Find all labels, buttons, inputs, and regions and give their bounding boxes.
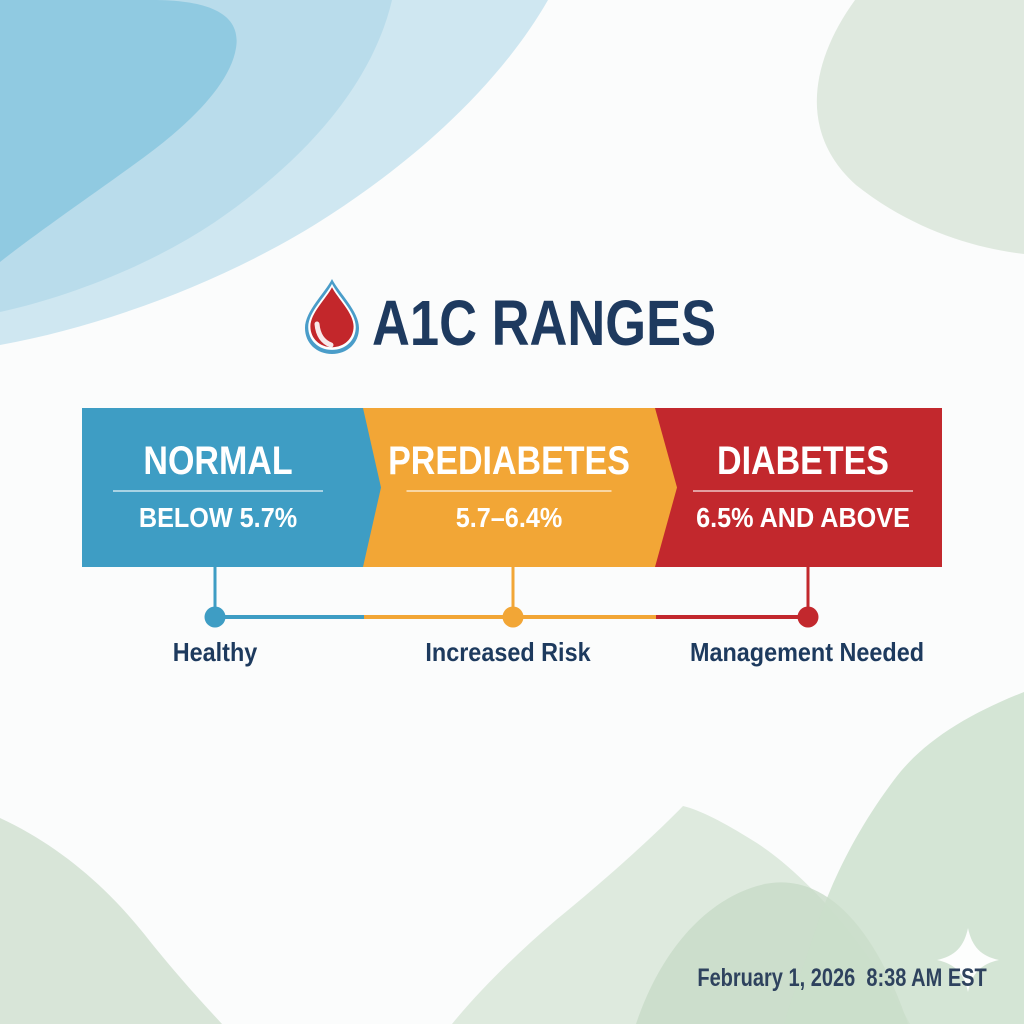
segment-label-diabetes: DIABETES xyxy=(717,439,889,483)
segment-range-prediabetes: 5.7–6.4% xyxy=(455,502,563,533)
segment-label-normal: NORMAL xyxy=(143,439,293,483)
segment-range-diabetes: 6.5% AND ABOVE xyxy=(696,502,910,533)
blood-drop-highlight xyxy=(314,321,334,348)
blood-drop-icon xyxy=(305,279,359,354)
bg-green-hill-bottom-left xyxy=(0,818,222,1024)
sparkle-icon xyxy=(937,928,999,992)
segment-divider-diabetes xyxy=(693,490,913,492)
connector-dot-normal xyxy=(204,606,226,628)
segment-bar-diabetes xyxy=(655,408,942,567)
segment-bar-normal xyxy=(82,408,381,567)
connector-lines xyxy=(204,567,819,628)
bg-blue-ribbon xyxy=(0,0,237,262)
status-label-healthy: Healthy xyxy=(172,637,258,667)
blood-drop-body xyxy=(310,287,354,348)
bg-green-blob-top-right xyxy=(816,0,1024,254)
status-label-management-needed: Management Needed xyxy=(689,637,925,667)
segment-label-prediabetes: PREDIABETES xyxy=(388,439,630,483)
status-label-increased-risk: Increased Risk xyxy=(425,637,591,667)
connector-dot-prediabetes xyxy=(502,606,524,628)
segment-divider-normal xyxy=(113,490,323,492)
range-bar xyxy=(82,408,942,567)
connector-dot-diabetes xyxy=(797,606,819,628)
segment-divider-prediabetes xyxy=(406,490,612,492)
segment-bar-prediabetes xyxy=(363,408,677,567)
timestamp: February 1, 2026 8:38 AM EST xyxy=(697,964,987,992)
segment-range-normal: BELOW 5.7% xyxy=(138,502,298,533)
page-title: A1C RANGES xyxy=(372,287,717,359)
